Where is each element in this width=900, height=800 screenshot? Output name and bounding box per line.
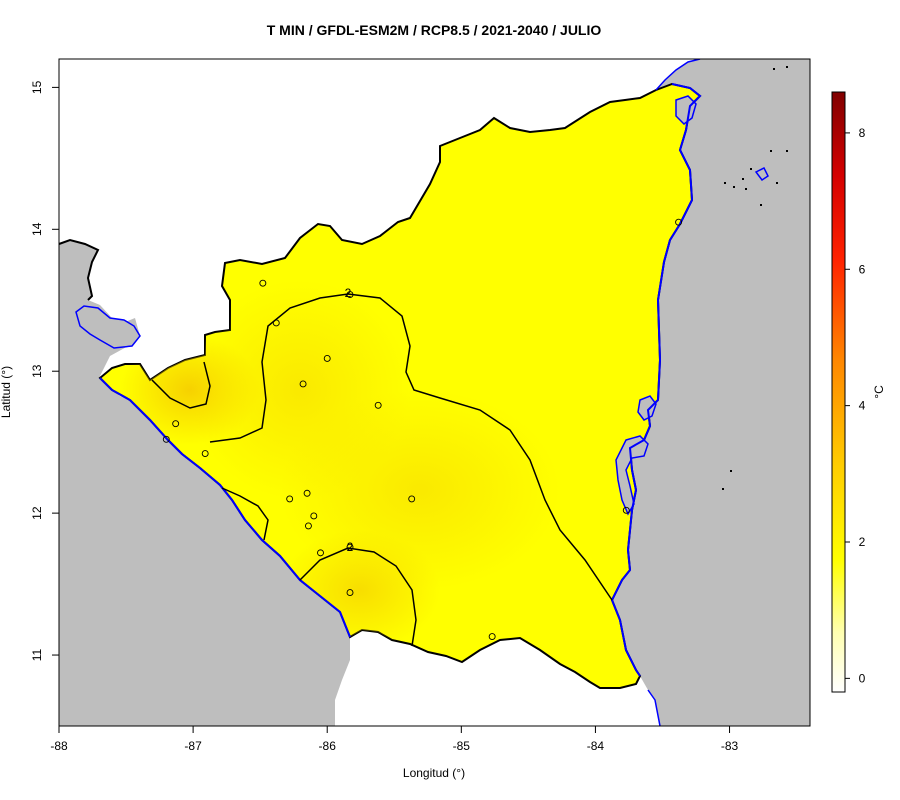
station-marker-2: [272, 319, 280, 327]
station-marker-5: [299, 380, 307, 388]
costa-rica-land: [335, 630, 660, 726]
colorbar-ticks: 0 2 4 6 8: [845, 126, 866, 685]
colorbar-tick-label: 0: [859, 671, 866, 685]
colorbar: [831, 91, 846, 693]
x-axis-label: Longitud (°): [403, 766, 465, 780]
colorbar-tick-label: 6: [859, 262, 866, 276]
x-tick-label: -88: [50, 739, 68, 753]
x-tick-label: -84: [587, 739, 605, 753]
pacific-coastline: [99, 377, 351, 638]
caribbean-cays: [722, 66, 788, 490]
contour-line-north: [209, 293, 613, 601]
y-axis-label: Latitud (°): [0, 366, 13, 418]
station-marker-13: [304, 522, 312, 530]
y-tick-label: 13: [30, 364, 44, 378]
lake-managua: [75, 305, 141, 349]
lagoon-north: [675, 95, 697, 125]
station-marker-9: [201, 450, 209, 457]
y-axis: 11 12 13 14 15: [30, 80, 59, 661]
station-marker-10: [286, 495, 294, 503]
colorbar-tick-label: 8: [859, 126, 866, 140]
map-title: T MIN / GFDL-ESM2M / RCP8.5 / 2021-2040 …: [267, 22, 602, 38]
station-marker-7: [172, 420, 180, 428]
station-marker-20: [675, 218, 683, 226]
x-tick-label: -86: [319, 739, 337, 753]
station-marker-1: [259, 279, 267, 287]
honduras-coast-blue: [655, 59, 701, 91]
x-tick-label: -85: [453, 739, 471, 753]
contour-line-south: [299, 547, 417, 647]
colorbar-tick-label: 4: [859, 399, 866, 413]
island-caribbean: [754, 166, 769, 182]
contour-line-west: [221, 487, 269, 541]
plot-border: [58, 58, 811, 727]
y-tick-label: 11: [30, 648, 44, 661]
station-marker-11: [303, 489, 311, 497]
lake-cocibolca: [615, 435, 649, 516]
honduras-border-line: [59, 238, 100, 301]
station-marker-12: [310, 512, 318, 520]
station-marker-8: [162, 435, 170, 443]
station-marker-4: [323, 354, 331, 362]
station-marker-17: [408, 495, 416, 503]
station-marker-19: [622, 506, 630, 514]
x-tick-label: -87: [184, 739, 202, 753]
cr-coast-blue: [647, 689, 661, 726]
caribbean-coastline: [610, 83, 702, 677]
station-marker-18: [488, 633, 496, 641]
y-tick-label: 15: [30, 80, 44, 94]
plot-area: 2 2: [59, 59, 810, 726]
station-marker-6: [374, 401, 382, 409]
y-tick-label: 12: [30, 506, 44, 520]
colorbar-tick-label: 2: [859, 535, 866, 549]
x-tick-label: -83: [721, 739, 739, 753]
station-marker-14: [317, 549, 324, 557]
station-marker-3: [346, 291, 354, 299]
contour-label-a: 2: [345, 286, 352, 300]
colorbar-unit: °C: [872, 385, 886, 399]
stations-layer: [162, 218, 683, 641]
honduras-land: [59, 59, 700, 398]
lagoon-pearl: [637, 395, 657, 421]
x-axis: -88 -87 -86 -85 -84 -83: [50, 726, 739, 753]
contour-label-b: 2: [347, 540, 354, 554]
station-marker-15: [346, 543, 354, 551]
station-marker-16: [346, 589, 354, 597]
y-tick-label: 14: [30, 222, 44, 236]
contour-line-nw-lobe: [151, 361, 211, 409]
